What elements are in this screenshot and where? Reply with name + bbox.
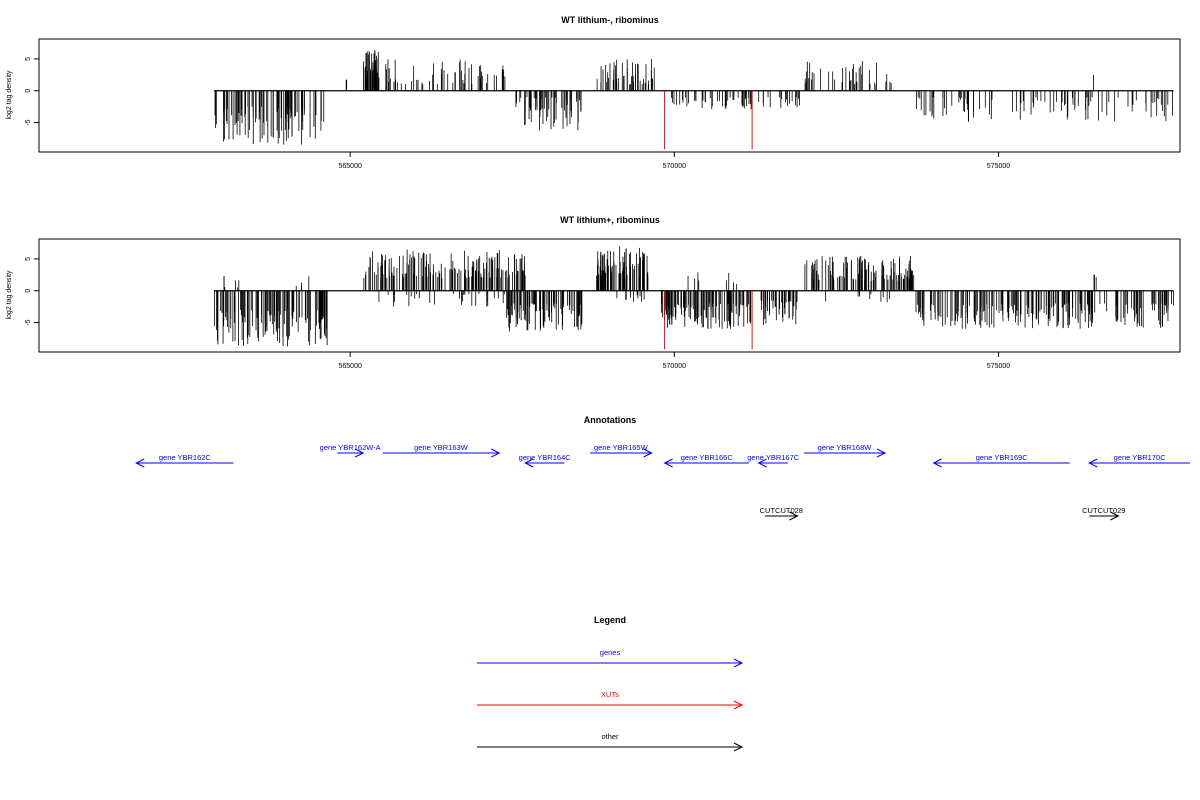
feature-label: gene YBR162W-A: [320, 443, 381, 452]
feature-gene-ybr162c: gene YBR162C: [135, 453, 234, 468]
feature-label: gene YBR167C: [747, 453, 800, 462]
arrow-head: [643, 448, 653, 458]
x-tick-label: 570000: [663, 363, 686, 370]
y-tick-label: -5: [25, 119, 32, 125]
panel-title: WT lithium-, ribominus: [561, 15, 659, 25]
y-tick-label: 5: [25, 257, 32, 261]
x-tick-label: 575000: [987, 363, 1010, 370]
arrow-head: [876, 448, 887, 458]
legend-title: Legend: [594, 615, 626, 625]
y-tick-label: 5: [25, 57, 32, 61]
y-tick-label: -5: [25, 319, 32, 325]
annotations-title: Annotations: [584, 415, 637, 425]
feature-label: gene YBR170C: [1114, 453, 1167, 462]
feature-label: gene YBR165W: [594, 443, 649, 452]
feature-gene-ybr170c: gene YBR170C: [1088, 453, 1190, 468]
arrow-head: [789, 511, 799, 521]
y-axis-label: log2 tag density: [6, 270, 13, 320]
feature-gene-ybr164c: gene YBR164C: [519, 453, 572, 468]
x-tick-label: 565000: [339, 363, 362, 370]
feature-gene-ybr163w: gene YBR163W: [382, 443, 501, 458]
y-axis: -5 0 5: [25, 57, 39, 126]
feature-label: gene YBR164C: [519, 453, 572, 462]
feature-label: gene YBR162C: [159, 453, 212, 462]
legend-label: other: [601, 732, 619, 741]
panel-lithium-minus: WT lithium-, ribominus 565000 570000 57500…: [6, 15, 1181, 170]
feature-cutcut029: CUTCUT029: [1082, 506, 1125, 521]
x-tick-label: 565000: [339, 163, 362, 170]
feature-label: gene YBR168W: [818, 443, 873, 452]
legend-label: genes: [600, 648, 621, 657]
legend-item-other: other: [477, 732, 744, 752]
feature-label: gene YBR166C: [681, 453, 734, 462]
x-axis: 565000 570000 575000: [339, 352, 1010, 370]
feature-gene-ybr167c: gene YBR167C: [747, 453, 800, 468]
arrow-head: [757, 458, 767, 468]
x-tick-label: 575000: [987, 163, 1010, 170]
plot-frame: [38, 38, 1181, 153]
y-axis: -5 0 5: [25, 257, 39, 326]
arrow-head: [733, 700, 744, 710]
legend-items: genes XUTs other: [477, 648, 744, 752]
feature-label: gene YBR169C: [976, 453, 1029, 462]
feature-gene-ybr169c: gene YBR169C: [932, 453, 1070, 468]
feature-gene-ybr166c: gene YBR166C: [663, 453, 749, 468]
panel-title: WT lithium+, ribominus: [560, 215, 660, 225]
feature-arrows: gene YBR162C gene YBR162W-A gene YBR163W ge…: [135, 443, 1190, 521]
y-axis-label: log2 tag density: [6, 70, 13, 120]
x-axis: 565000 570000 575000: [339, 152, 1010, 170]
arrow-head: [354, 448, 365, 458]
arrow-head: [1088, 458, 1098, 468]
legend-item-genes: genes: [477, 648, 744, 668]
feature-label: gene YBR163W: [414, 443, 469, 452]
x-tick-label: 570000: [663, 163, 686, 170]
density-bars: [214, 49, 1174, 150]
legend-item-xuts: XUTs: [477, 690, 744, 710]
arrow-head: [491, 448, 501, 458]
feature-label: CUTCUT029: [1082, 506, 1125, 515]
arrow-head: [733, 658, 744, 668]
legend: Legend genes XUTs other: [477, 615, 744, 752]
feature-cutcut028: CUTCUT028: [760, 506, 803, 521]
legend-label: XUTs: [601, 690, 619, 699]
arrow-head: [524, 458, 534, 468]
arrow-head: [932, 458, 942, 468]
feature-gene-ybr165w: gene YBR165W: [590, 443, 653, 458]
density-bars: [213, 246, 1174, 350]
arrow-head: [135, 458, 145, 468]
feature-label: CUTCUT028: [760, 506, 803, 515]
panel-lithium-plus: WT lithium+, ribominus 565000 570000 57500…: [6, 215, 1181, 370]
y-tick-label: 0: [25, 89, 32, 93]
arrow-head: [663, 458, 673, 468]
arrow-head: [1110, 511, 1120, 521]
y-tick-label: 0: [25, 289, 32, 293]
feature-gene-ybr168w: gene YBR168W: [803, 443, 887, 458]
plot-frame: [38, 238, 1181, 353]
arrow-head: [733, 742, 744, 752]
feature-gene-ybr162w-a: gene YBR162W-A: [320, 443, 381, 458]
